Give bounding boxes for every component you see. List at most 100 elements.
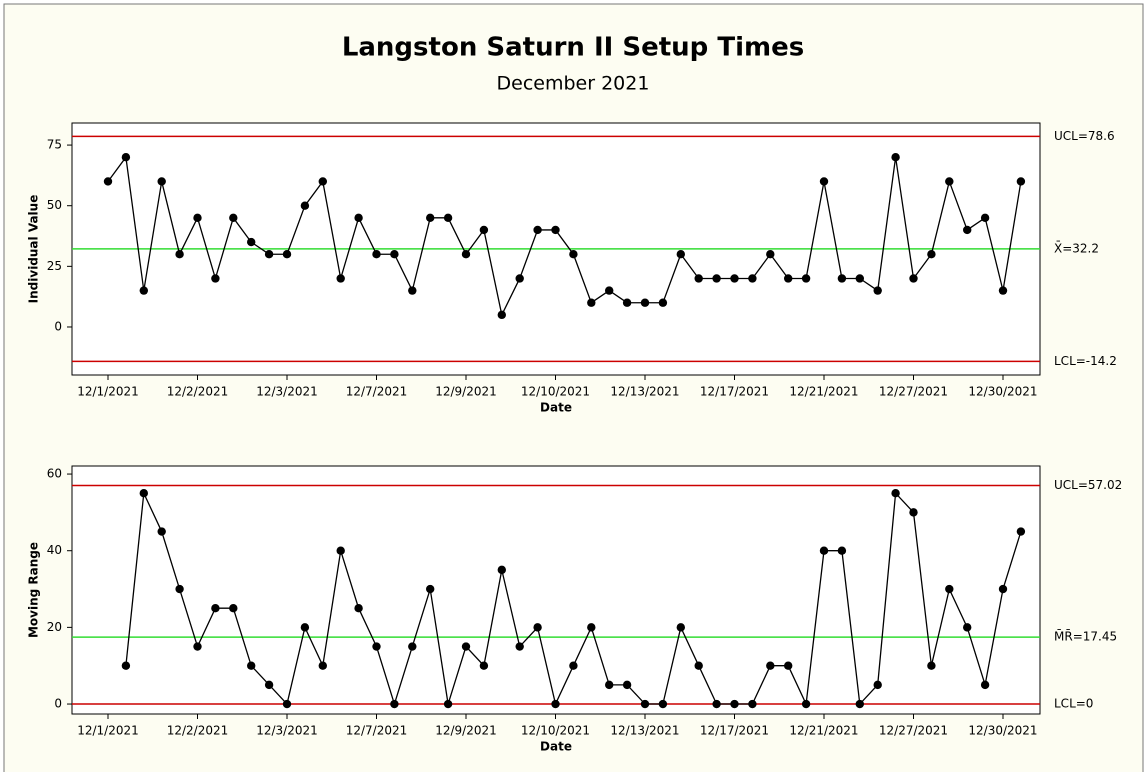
data-point [891,152,900,162]
data-point [801,274,811,283]
data-point [945,584,954,594]
data-point [873,286,882,295]
data-point [318,177,327,186]
x-tick-label: 12/9/2021 [435,385,497,399]
data-point [605,286,614,295]
data-point [551,699,560,709]
data-point [282,250,292,259]
x-tick-label: 12/3/2021 [256,724,318,738]
data-point [605,680,614,690]
x-tick-label: 12/13/2021 [610,385,679,399]
control-label: X̄=32.2 [1054,241,1099,255]
data-point [658,298,668,307]
control-label: UCL=57.02 [1054,478,1122,492]
data-point [157,177,166,186]
x-tick-label: 12/13/2021 [610,724,679,738]
data-point [479,225,489,235]
x-tick-label: 12/30/2021 [968,385,1037,399]
data-point [891,489,900,498]
data-point [533,225,542,235]
data-point [515,642,524,651]
data-point [336,546,345,555]
data-point [211,274,220,283]
data-line [107,155,1022,317]
data-point [712,699,721,709]
data-point [909,274,918,283]
data-point [533,623,542,632]
data-point [587,298,596,307]
data-point [390,699,399,709]
data-point [676,250,685,259]
data-point [479,661,489,670]
data-point [103,177,113,186]
data-point [730,699,739,709]
data-point [658,699,668,709]
x-tick-label: 12/21/2021 [789,385,858,399]
y-tick-label: 60 [47,467,62,481]
data-point [1016,527,1026,536]
chart-subtitle: December 2021 [497,73,650,95]
y-axis-label: Individual Value [27,195,41,304]
data-point [766,661,775,670]
data-point [694,274,703,283]
data-point [748,699,757,709]
data-point [694,661,703,670]
data-point [515,274,524,283]
data-point [622,680,632,690]
data-point [497,310,506,320]
data-point [175,584,184,594]
x-tick-label: 12/17/2021 [700,724,769,738]
data-point [927,661,936,670]
data-point [264,680,274,690]
data-point [748,274,757,283]
data-point [390,250,399,259]
x-tick-label: 12/9/2021 [435,724,497,738]
data-point [551,225,560,235]
control-label: UCL=78.6 [1054,129,1115,143]
y-tick-label: 75 [47,138,62,152]
data-point [569,250,578,259]
data-point [998,286,1008,295]
data-point [354,213,363,223]
data-point [121,661,131,670]
data-point [640,699,650,709]
data-point [837,274,847,283]
y-tick-label: 0 [54,697,62,711]
data-point [408,286,417,295]
data-point [730,274,739,283]
data-point [945,177,954,186]
y-tick-label: 25 [47,259,62,273]
x-tick-label: 12/21/2021 [789,724,858,738]
data-point [712,274,721,283]
data-point [640,298,650,307]
data-point [336,274,345,283]
data-point [300,623,310,632]
data-point [998,584,1008,594]
x-tick-label: 12/7/2021 [346,724,408,738]
data-point [443,213,453,223]
x-tick-label: 12/2/2021 [167,724,229,738]
data-point [855,274,864,283]
data-point [121,152,131,162]
y-axis-label: Moving Range [27,542,41,638]
data-point [426,213,435,223]
x-tick-label: 12/30/2021 [968,724,1037,738]
data-point [819,177,829,186]
data-point [980,213,990,223]
data-point [229,604,238,613]
data-point [461,642,471,651]
data-point [963,623,972,632]
chart-title: Langston Saturn II Setup Times [342,33,804,63]
x-tick-label: 12/27/2021 [879,724,948,738]
x-tick-label: 12/10/2021 [521,724,590,738]
data-point [408,642,417,651]
data-point [766,250,775,259]
data-point [264,250,274,259]
data-point [354,604,363,613]
data-point [282,699,292,709]
data-point [139,489,148,498]
data-point [193,642,202,651]
x-tick-label: 12/10/2021 [521,385,590,399]
data-point [175,250,184,259]
data-point [873,680,882,690]
